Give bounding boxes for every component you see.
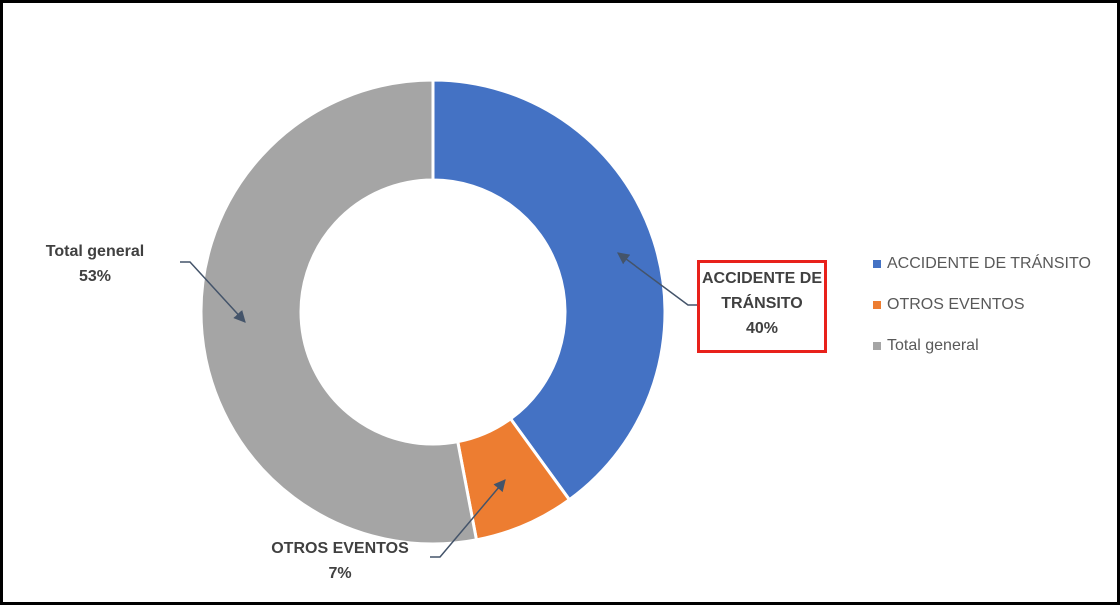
legend-label: OTROS EVENTOS: [887, 296, 1025, 313]
data-label: OTROS EVENTOS 7%: [250, 536, 430, 586]
legend-item: ACCIDENTE DE TRÁNSITO: [873, 255, 1091, 273]
legend-swatch: [873, 342, 881, 350]
data-label: Total general 53%: [15, 239, 175, 289]
label-value: 53%: [78, 268, 112, 285]
leader-line: [180, 261, 246, 323]
donut-segment: [199, 78, 479, 546]
data-label: ACCIDENTE DE TRÁNSITO 40%: [697, 260, 827, 353]
leader-line: [617, 252, 697, 306]
legend-swatch: [873, 260, 881, 268]
label-category: OTROS EVENTOS: [271, 540, 409, 557]
legend-label: ACCIDENTE DE TRÁNSITO: [887, 255, 1091, 272]
label-category: Total general: [45, 243, 145, 260]
label-value: 40%: [745, 320, 779, 337]
legend-item: Total general: [873, 337, 979, 355]
donut-segment: [431, 78, 667, 502]
legend-label: Total general: [887, 337, 979, 354]
leader-line: [430, 479, 506, 558]
label-category: ACCIDENTE DE TRÁNSITO: [701, 270, 822, 312]
legend-swatch: [873, 301, 881, 309]
legend-item: OTROS EVENTOS: [873, 296, 1025, 314]
label-value: 7%: [328, 565, 352, 582]
plot: [180, 78, 697, 558]
